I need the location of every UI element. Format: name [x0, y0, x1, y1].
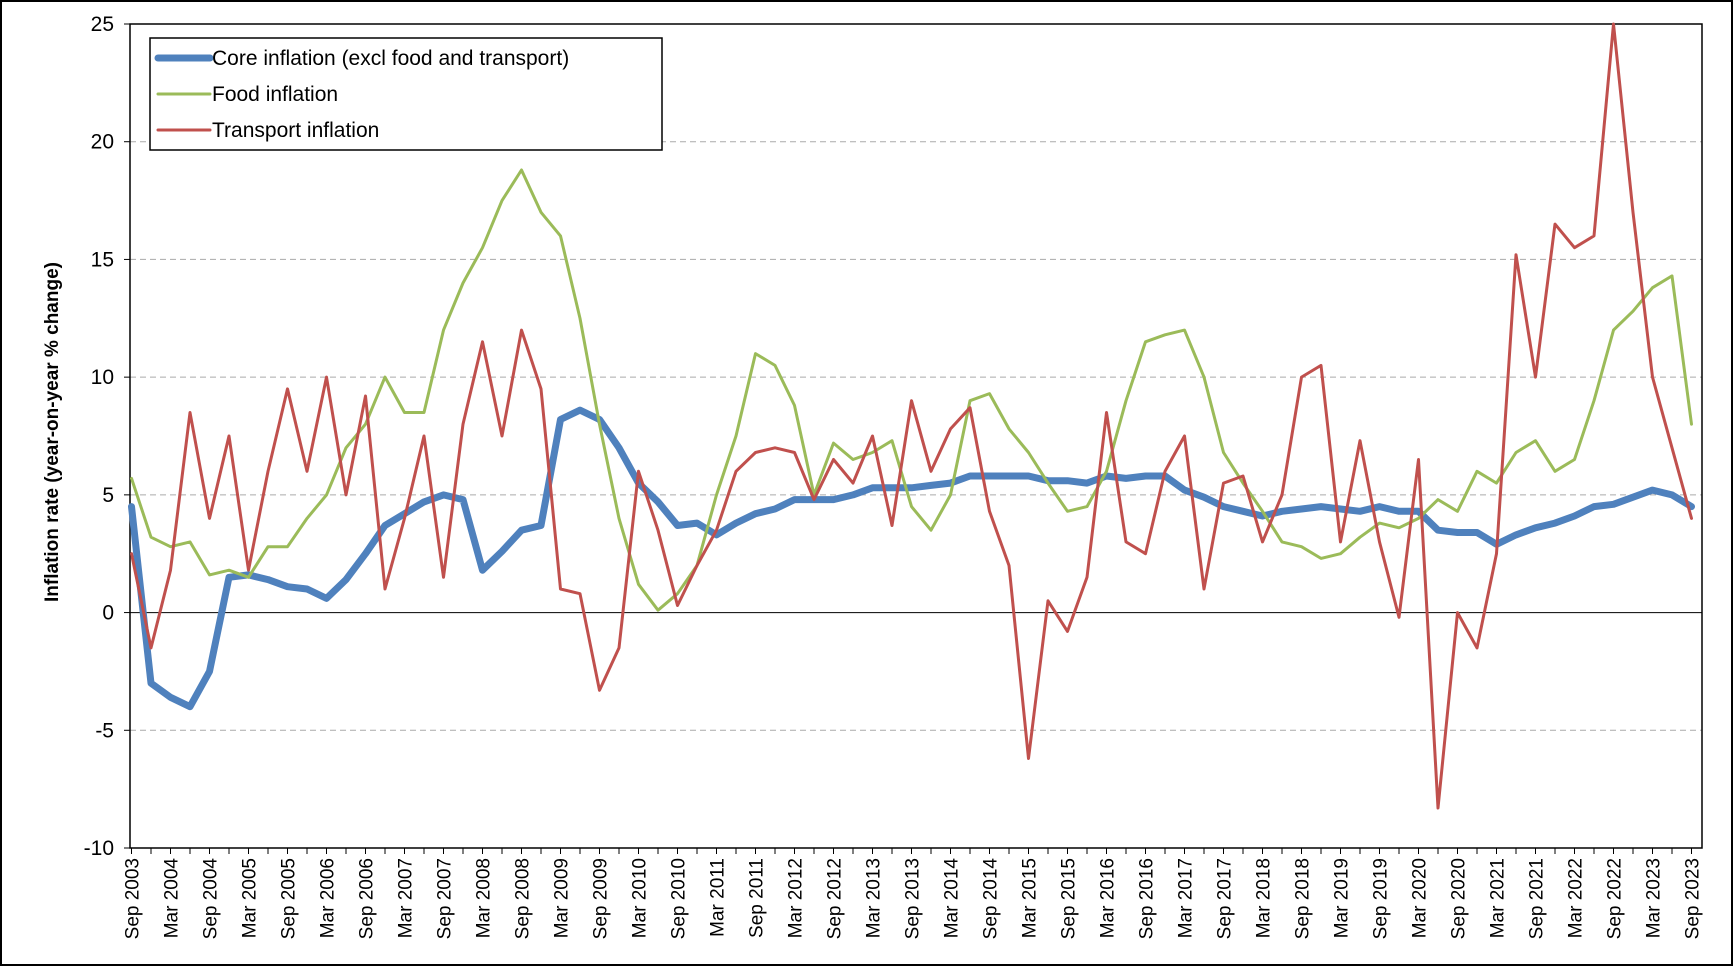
x-tick-label: Mar 2022 — [1566, 858, 1587, 938]
x-tick-label: Mar 2016 — [1098, 858, 1119, 938]
x-tick-label: Mar 2010 — [630, 858, 651, 938]
x-tick-label: Mar 2014 — [942, 858, 963, 939]
x-tick-label: Sep 2021 — [1527, 858, 1548, 939]
y-tick-label: -10 — [84, 837, 114, 860]
y-tick-label: -5 — [95, 719, 114, 742]
x-tick-label: Mar 2013 — [864, 858, 885, 938]
x-tick-label: Sep 2022 — [1605, 858, 1626, 939]
plot-border — [129, 23, 1703, 849]
x-tick-label: Sep 2007 — [435, 858, 456, 939]
legend-label: Transport inflation — [212, 119, 379, 142]
x-tick-label: Sep 2023 — [1683, 858, 1704, 939]
x-tick-label: Sep 2010 — [669, 858, 690, 939]
x-tick-label: Mar 2012 — [786, 858, 807, 938]
x-tick-label: Sep 2020 — [1449, 858, 1470, 939]
series-line — [128, 406, 1695, 711]
x-tick-label: Sep 2017 — [1215, 858, 1236, 939]
legend-label: Core inflation (excl food and transport) — [212, 47, 569, 70]
y-tick-label: 20 — [91, 131, 114, 154]
x-tick-label: Mar 2021 — [1488, 858, 1509, 938]
series-line — [130, 168, 1693, 612]
x-tick-label: Sep 2003 — [123, 858, 144, 939]
y-tick-label: 0 — [102, 602, 114, 625]
x-tick-label: Sep 2014 — [981, 858, 1002, 940]
x-tick-label: Sep 2013 — [903, 858, 924, 939]
y-tick-label: 5 — [102, 484, 114, 507]
x-tick-label: Mar 2009 — [552, 858, 573, 938]
x-tick-label: Sep 2009 — [591, 858, 612, 939]
series-line — [130, 22, 1693, 810]
y-axis-label: Inflation rate (year-on-year % change) — [42, 262, 63, 602]
legend-label: Food inflation — [212, 83, 338, 106]
x-tick-label: Sep 2019 — [1371, 858, 1392, 939]
x-tick-label: Mar 2006 — [318, 858, 339, 938]
x-tick-label: Mar 2015 — [1020, 858, 1041, 938]
x-tick-label: Mar 2011 — [708, 858, 729, 937]
x-tick-label: Mar 2017 — [1176, 858, 1197, 938]
x-tick-label: Mar 2023 — [1644, 858, 1665, 938]
x-tick-label: Sep 2008 — [513, 858, 534, 939]
y-tick-label: 25 — [91, 13, 114, 36]
x-tick-label: Sep 2018 — [1293, 858, 1314, 939]
x-tick-label: Mar 2019 — [1332, 858, 1353, 938]
y-tick-label: 10 — [91, 366, 114, 389]
y-tick-label: 15 — [91, 248, 114, 271]
x-tick-label: Mar 2018 — [1254, 858, 1275, 938]
x-tick-label: Mar 2004 — [162, 858, 183, 939]
x-tick-label: Sep 2006 — [357, 858, 378, 939]
x-tick-label: Sep 2012 — [825, 858, 846, 939]
x-tick-label: Sep 2005 — [279, 858, 300, 939]
x-tick-label: Sep 2011 — [747, 858, 768, 938]
x-tick-label: Mar 2020 — [1410, 858, 1431, 938]
legend-box — [149, 37, 663, 151]
x-tick-label: Sep 2004 — [201, 858, 222, 940]
x-tick-label: Mar 2007 — [396, 858, 417, 938]
x-tick-label: Sep 2016 — [1137, 858, 1158, 939]
x-tick-label: Sep 2015 — [1059, 858, 1080, 939]
x-tick-label: Mar 2005 — [240, 858, 261, 938]
x-tick-label: Mar 2008 — [474, 858, 495, 938]
